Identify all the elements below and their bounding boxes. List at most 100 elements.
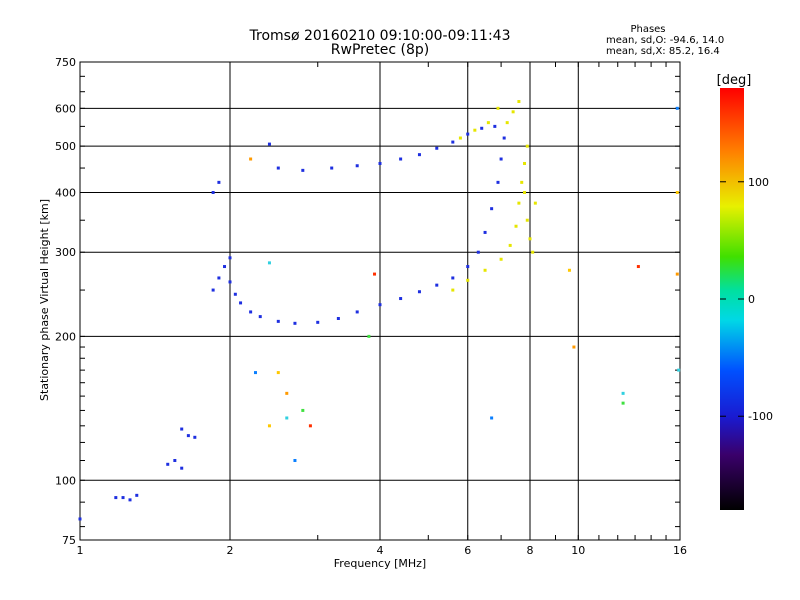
data-point (675, 190, 679, 194)
chart-subtitle: RwPretec (8p) (331, 42, 429, 58)
data-point (316, 320, 320, 324)
data-point (490, 207, 494, 211)
data-point (399, 297, 403, 301)
data-point (417, 153, 421, 157)
grid-lines (80, 62, 680, 540)
data-point (466, 132, 470, 136)
data-point (267, 424, 271, 428)
data-point (180, 427, 184, 431)
data-point (677, 368, 681, 372)
data-point (451, 140, 455, 144)
y-tick-label: 500 (55, 140, 76, 153)
x-tick-label: 1 (77, 544, 84, 557)
data-point (399, 157, 403, 161)
data-point (249, 157, 253, 161)
data-point (330, 166, 334, 170)
data-point (223, 265, 227, 269)
data-point (180, 466, 184, 470)
colorbar-tick-label: -100 (748, 410, 773, 423)
data-point (173, 458, 177, 462)
data-point (621, 401, 625, 405)
data-point (378, 303, 382, 307)
data-point (525, 218, 529, 222)
data-point (217, 180, 221, 184)
x-axis-ticks: 1 2 4 6 8 10 16 (77, 62, 687, 557)
x-tick-label: 2 (227, 544, 234, 557)
data-point (486, 121, 490, 125)
data-point (301, 168, 305, 172)
y-tick-label: 200 (55, 330, 76, 343)
data-point (308, 424, 312, 428)
data-point (621, 391, 625, 395)
x-tick-label: 16 (673, 544, 687, 557)
data-point (466, 278, 470, 282)
data-point (675, 106, 679, 110)
data-point (514, 224, 518, 228)
data-point (355, 164, 359, 168)
data-point (636, 265, 640, 269)
y-tick-label: 100 (55, 474, 76, 487)
data-point (476, 250, 480, 254)
data-point (258, 315, 262, 319)
data-point (523, 190, 527, 194)
data-point (373, 272, 377, 276)
data-point (135, 493, 139, 497)
data-point (276, 371, 280, 375)
x-tick-label: 10 (571, 544, 585, 557)
data-point (531, 250, 535, 254)
data-point (217, 276, 221, 280)
data-point (451, 288, 455, 292)
data-point (435, 283, 439, 287)
data-point (128, 498, 132, 502)
data-point (496, 180, 500, 184)
y-tick-label: 75 (62, 534, 76, 547)
data-point (517, 100, 521, 104)
x-tick-label: 6 (464, 544, 471, 557)
data-point (367, 334, 371, 338)
data-point (517, 201, 521, 205)
data-points (78, 100, 681, 521)
data-point (228, 280, 232, 284)
x-axis-label: Frequency [MHz] (334, 557, 426, 570)
data-point (355, 310, 359, 314)
y-tick-label: 750 (55, 56, 76, 69)
data-point (493, 124, 497, 128)
data-point (78, 517, 82, 521)
colorbar-tick-label: 0 (748, 293, 755, 306)
data-point (435, 146, 439, 150)
data-point (505, 121, 509, 125)
data-point (276, 319, 280, 323)
colorbar-tick-label: 100 (748, 176, 769, 189)
data-point (166, 462, 170, 466)
data-point (276, 166, 280, 170)
y-axis-label: Stationary phase Virtual Height [km] (38, 199, 51, 401)
data-point (520, 180, 524, 184)
data-point (572, 345, 576, 349)
data-point (508, 243, 512, 247)
data-point (249, 310, 253, 314)
data-point (483, 268, 487, 272)
data-point (490, 416, 494, 420)
data-point (233, 292, 237, 296)
data-point (211, 288, 215, 292)
plot-area: 1 2 4 6 8 10 16 75 100 200 300 400 500 600 750 (55, 56, 687, 557)
data-point (473, 128, 477, 132)
data-point (533, 201, 537, 205)
data-point (511, 110, 515, 114)
data-point (567, 268, 571, 272)
phases-o-stats: mean, sd,O: -94.6, 14.0 (606, 35, 724, 46)
colorbar-label: [deg] (717, 73, 752, 88)
x-tick-label: 8 (527, 544, 534, 557)
data-point (301, 408, 305, 412)
data-point (483, 230, 487, 234)
phases-x-stats: mean, sd,X: 85.2, 16.4 (606, 46, 720, 57)
data-point (211, 190, 215, 194)
data-point (417, 290, 421, 294)
data-point (528, 237, 532, 241)
data-point (186, 434, 190, 438)
data-point (253, 371, 257, 375)
data-point (525, 144, 529, 148)
colorbar-ticks: 100 0 -100 (720, 176, 773, 423)
data-point (499, 257, 503, 261)
